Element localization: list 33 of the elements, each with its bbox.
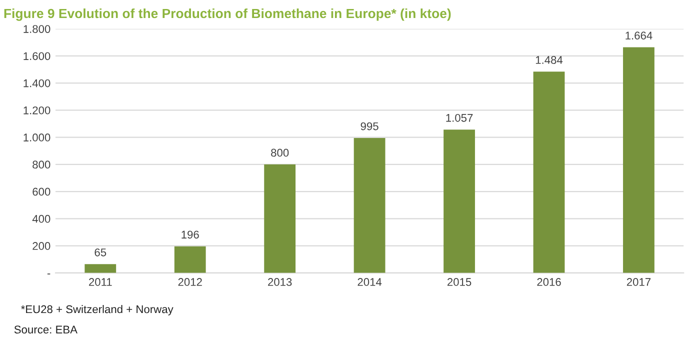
source-note: Source: EBA: [14, 326, 78, 334]
y-tick-label: 1.000: [24, 134, 50, 142]
chart-title: Figure 9 Evolution of the Production of Biomethane in Europe* (in ktoe): [4, 8, 451, 21]
data-label: 1.484: [536, 56, 563, 64]
x-tick-label: 2011: [88, 278, 112, 286]
x-tick-label: 2014: [358, 278, 382, 286]
data-label: 65: [94, 248, 106, 256]
y-tick-label: 1.400: [24, 79, 50, 88]
data-label: 800: [271, 148, 289, 157]
bar: [623, 47, 654, 273]
x-tick-label: 2016: [537, 278, 561, 286]
x-tick-label: 2017: [626, 278, 651, 286]
bar: [174, 246, 206, 273]
x-tick-label: 2013: [268, 278, 292, 286]
text: *EU28 + Switzerland + Norway: [21, 305, 174, 316]
bar: [444, 130, 475, 273]
data-label: 1.664: [626, 32, 652, 40]
y-tick-label: 1.600: [24, 52, 50, 60]
y-tick-label: 800: [32, 160, 50, 169]
data-label: 1.057: [446, 114, 473, 122]
x-tick-label: 2012: [178, 278, 202, 286]
data-label: 196: [182, 230, 199, 239]
y-tick-label: 1.200: [24, 106, 50, 114]
bar: [354, 138, 386, 273]
y-tick-label: 600: [32, 188, 50, 196]
y-tick-label: 400: [32, 214, 50, 223]
bar: [533, 72, 565, 273]
y-tick-label: 1.800: [24, 25, 50, 33]
data-label: 995: [360, 122, 378, 130]
y-tick-label: 200: [32, 242, 50, 250]
x-tick-label: 2015: [447, 278, 472, 286]
bar: [84, 264, 116, 273]
bar: [264, 164, 296, 273]
